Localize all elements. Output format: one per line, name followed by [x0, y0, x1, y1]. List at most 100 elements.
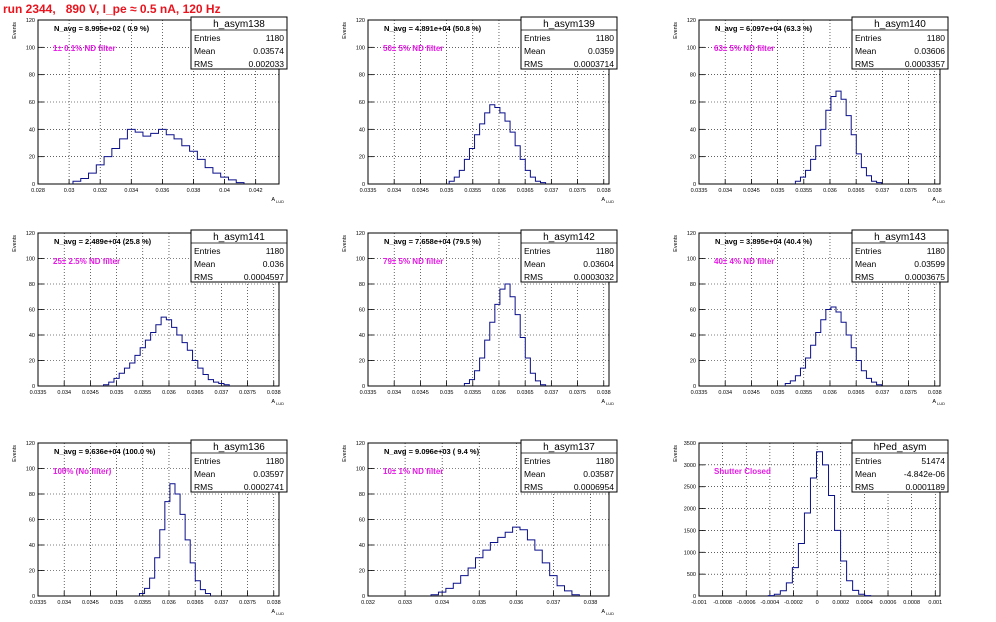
x-tick-label: 0.035	[110, 600, 124, 606]
y-tick-label: 60	[359, 518, 365, 524]
y-tick-label: 0	[32, 384, 35, 390]
x-tick-label: 0.0375	[900, 188, 917, 194]
filter-label: 40± 4% ND filter	[714, 257, 774, 266]
x-tick-label: 0.038	[928, 390, 942, 396]
n-avg-label: N_avg = 6.097e+04 (63.3 %)	[715, 24, 813, 33]
stats-value: 0.002033	[249, 59, 285, 69]
stats-value: 0.0004597	[244, 272, 284, 282]
filter-label: 1± 0.1% ND filter	[53, 44, 116, 53]
x-tick-label: 0.0335	[30, 390, 47, 396]
n-avg-label: N_avg = 8.995e+02 ( 0.9 %)	[54, 24, 150, 33]
stats-box	[190, 16, 288, 70]
y-tick-label: 1500	[684, 528, 696, 534]
x-tick-label: 0.037	[544, 188, 558, 194]
histogram-line	[72, 128, 245, 184]
y-tick-label: 80	[690, 282, 696, 288]
n-avg-label: N_avg = 2.489e+04 (25.8 %)	[54, 237, 152, 246]
histogram-line	[463, 283, 547, 386]
x-tick-label: 0.0355	[795, 188, 812, 194]
y-tick-label: 60	[359, 100, 365, 106]
y-tick-label: 100	[26, 467, 35, 473]
y-tick-label: 20	[29, 359, 35, 365]
stats-box	[851, 16, 949, 70]
x-tick-label: 0.034	[57, 600, 71, 606]
x-tick-label: -0.0006	[737, 600, 756, 606]
histogram-panel-h_asym142: 0.0335 0.034 0.0345 0.035 0.0355 0.036 0.0365 0…	[342, 229, 618, 406]
stats-key: Entries	[855, 456, 881, 466]
stats-box	[851, 229, 949, 283]
x-tick-label: 0.035	[472, 600, 486, 606]
y-tick-label: 20	[359, 569, 365, 575]
x-tick-label: 0.034	[387, 188, 401, 194]
y-axis-title: Events	[342, 22, 348, 39]
y-tick-label: 0	[32, 594, 35, 600]
x-tick-label: 0.0375	[239, 600, 256, 606]
y-tick-label: 0	[693, 182, 696, 188]
y-tick-label: 0	[693, 384, 696, 390]
y-tick-label: 120	[356, 18, 365, 24]
x-tick-label: 0.034	[435, 600, 449, 606]
histogram-panel-h_asym138: 0.028 0.03 0.032 0.034 0.036 0.038 0.04 0.042 0 2…	[12, 16, 288, 204]
x-tick-label: 0.0345	[743, 188, 760, 194]
stats-key: Mean	[524, 46, 546, 56]
y-tick-label: 0	[32, 182, 35, 188]
stats-key: Mean	[855, 469, 877, 479]
stats-value: 0.0003032	[574, 272, 614, 282]
x-tick-label: 0.0375	[569, 390, 586, 396]
x-tick-label: 0.0335	[691, 390, 708, 396]
stats-value: 1180	[927, 246, 946, 256]
stats-key: Entries	[524, 33, 550, 43]
y-tick-label: 20	[359, 359, 365, 365]
stats-key: Entries	[855, 246, 881, 256]
y-tick-label: 80	[359, 73, 365, 79]
x-tick-label: -0.0008	[713, 600, 732, 606]
x-tick-label: 0.034	[57, 390, 71, 396]
y-tick-label: 60	[29, 308, 35, 314]
x-tick-label: 0.036	[823, 390, 837, 396]
x-tick-label: 0.034	[718, 188, 732, 194]
y-tick-label: 3000	[684, 463, 696, 469]
stats-box	[190, 229, 288, 283]
y-axis-title: Events	[12, 22, 18, 39]
x-tick-label: 0.0335	[360, 188, 377, 194]
filter-label: 10± 1% ND filter	[383, 467, 443, 476]
canvas-title: run 2344, 890 V, I_pe ≈ 0.5 nA, 120 Hz	[3, 2, 221, 16]
filter-label: 63± 5% ND filter	[714, 44, 774, 53]
x-tick-label: 0.035	[771, 390, 785, 396]
y-tick-label: 2000	[684, 507, 696, 513]
x-tick-label: 0.038	[584, 600, 598, 606]
x-axis-title: A	[601, 609, 605, 615]
x-tick-label: 0.036	[162, 390, 176, 396]
y-tick-label: 80	[690, 73, 696, 79]
y-tick-label: 80	[29, 282, 35, 288]
stats-key: RMS	[855, 272, 874, 282]
histogram-name: h_asym137	[543, 442, 595, 453]
filter-label: 50± 5% ND filter	[383, 44, 443, 53]
stats-value: 0.03574	[253, 46, 284, 56]
x-tick-label: -0.0002	[784, 600, 803, 606]
stats-key: Mean	[524, 469, 546, 479]
x-tick-label: 0.038	[928, 188, 942, 194]
y-axis-title: Events	[342, 445, 348, 462]
histogram-name: h_asym141	[213, 232, 265, 243]
y-tick-label: 80	[359, 282, 365, 288]
histogram-panel-h_asym137: 0.032 0.033 0.034 0.035 0.036 0.037 0.038 0 20 40…	[342, 439, 618, 616]
stats-value: 1180	[266, 456, 285, 466]
stats-key: Mean	[194, 469, 216, 479]
histogram-panel-h_asym139: 0.0335 0.034 0.0345 0.035 0.0355 0.036 0.0365 0…	[342, 16, 618, 204]
histogram-name: h_asym143	[874, 232, 926, 243]
y-tick-label: 2500	[684, 485, 696, 491]
x-axis-title: A	[271, 197, 275, 203]
stats-key: Mean	[524, 259, 546, 269]
stats-value: 1180	[927, 33, 946, 43]
histogram-panel-h_asym143: 0.0335 0.034 0.0345 0.035 0.0355 0.036 0.0365 0…	[673, 229, 949, 406]
x-tick-label: 0	[816, 600, 819, 606]
stats-key: Mean	[194, 259, 216, 269]
y-tick-label: 40	[359, 127, 365, 133]
histogram-line	[794, 90, 883, 184]
y-tick-label: 40	[29, 333, 35, 339]
x-tick-label: 0.0345	[743, 390, 760, 396]
y-tick-label: 120	[687, 231, 696, 237]
stats-value: 0.0003675	[905, 272, 945, 282]
y-axis-title: Events	[673, 235, 679, 252]
